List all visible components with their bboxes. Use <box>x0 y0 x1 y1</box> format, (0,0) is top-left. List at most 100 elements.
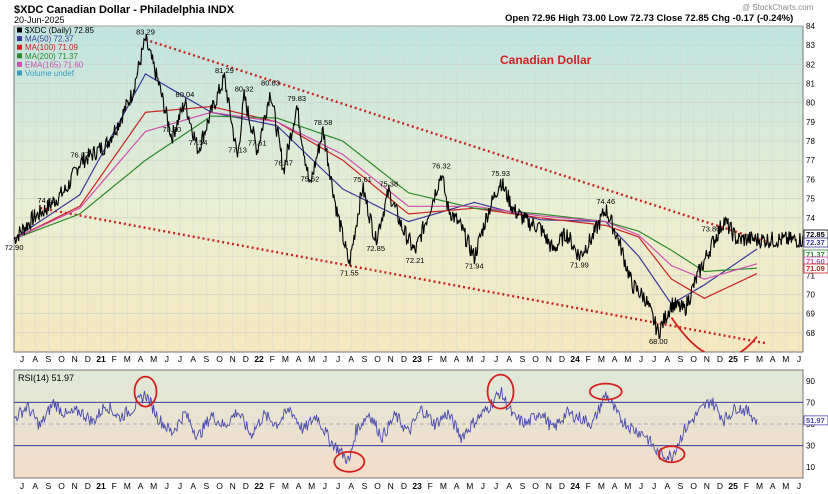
x-tick-label: M <box>282 481 289 491</box>
x-tick-label: S <box>678 354 684 364</box>
x-tick-label: O <box>532 354 539 364</box>
x-tick-label: M <box>440 354 447 364</box>
rsi-circle <box>657 445 686 464</box>
x-tick-label: D <box>559 481 565 491</box>
x-tick-label: M <box>756 354 763 364</box>
x-tick-label: M <box>308 354 315 364</box>
x-tick-label: A <box>454 354 460 364</box>
y-tick-label: 79 <box>806 118 815 127</box>
price-label: 73.86 <box>702 224 721 233</box>
x-tick-label: S <box>520 481 526 491</box>
price-line <box>14 34 803 340</box>
price-label: 68.00 <box>649 337 668 346</box>
price-label: 72.90 <box>5 243 24 252</box>
x-tick-label: D <box>401 354 407 364</box>
x-tick-label: F <box>586 354 591 364</box>
x-tick-label: A <box>664 481 670 491</box>
x-tick-label: M <box>466 481 473 491</box>
rsi-tick-label: 10 <box>806 463 815 472</box>
x-tick-label: M <box>598 354 605 364</box>
legend-label: EMA(165) 71.60 <box>25 60 84 69</box>
x-tick-label: F <box>270 354 275 364</box>
x-tick-label: D <box>85 354 91 364</box>
main-grid <box>14 25 803 352</box>
trendline <box>40 206 768 345</box>
y-tick-label: 76 <box>806 175 815 184</box>
x-tick-label: J <box>797 481 801 491</box>
x-tick-label: J <box>336 481 340 491</box>
y-tick-label: 83 <box>806 41 815 50</box>
price-label: 78.20 <box>162 125 181 134</box>
x-tick-label: 21 <box>96 354 106 364</box>
price-label: 80.32 <box>235 85 254 94</box>
x-tick-label: M <box>624 354 631 364</box>
x-tick-label: A <box>138 354 144 364</box>
bottom-arc <box>670 316 758 352</box>
price-label: 77.51 <box>248 138 267 147</box>
x-tick-label: A <box>506 481 512 491</box>
ma-line <box>14 115 758 273</box>
x-tick-label: M <box>624 481 631 491</box>
rsi-tick-label: 70 <box>806 398 815 407</box>
x-tick-label: N <box>388 354 394 364</box>
price-label: 71.99 <box>570 260 589 269</box>
price-label: 71.55 <box>340 269 359 278</box>
x-tick-label: M <box>308 481 315 491</box>
x-tick-label: A <box>612 481 618 491</box>
x-tick-label: N <box>704 354 710 364</box>
chart-date: 20-Jun-2025 <box>14 15 65 25</box>
badge-label: 71.09 <box>806 264 825 273</box>
x-tick-label: M <box>150 354 157 364</box>
x-tick-label: M <box>124 354 131 364</box>
x-tick-label: M <box>782 481 789 491</box>
price-label: 79.83 <box>287 94 306 103</box>
price-label: 76.47 <box>274 158 293 167</box>
x-tick-label: O <box>690 481 697 491</box>
price-label: 77.13 <box>228 146 247 155</box>
y-tick-label: 74 <box>806 214 815 223</box>
x-tick-label: 23 <box>412 354 422 364</box>
x-tick-label: A <box>348 481 354 491</box>
x-tick-label: F <box>270 481 275 491</box>
price-label: 75.62 <box>300 175 319 184</box>
legend-swatch <box>17 27 22 33</box>
x-tick-label: D <box>717 354 723 364</box>
x-tick-label: N <box>388 481 394 491</box>
trendline <box>145 38 768 243</box>
x-tick-label: J <box>652 354 656 364</box>
x-tick-label: 24 <box>570 481 580 491</box>
x-tick-label: N <box>546 354 552 364</box>
x-axis-main: J A S O N D 21 F M A M J J A S O N D 22 F M A M J J A S O N D 23 F M A M J J… <box>20 354 801 364</box>
x-tick-label: A <box>32 481 38 491</box>
x-tick-label: O <box>532 481 539 491</box>
y-tick-label: 77 <box>806 156 815 165</box>
x-tick-label: J <box>178 354 182 364</box>
x-tick-label: A <box>664 354 670 364</box>
x-tick-label: M <box>282 354 289 364</box>
x-tick-label: A <box>454 481 460 491</box>
legend-swatch <box>17 44 22 50</box>
rsi-badge: 51.97 <box>803 415 828 426</box>
x-tick-label: N <box>230 354 236 364</box>
x-tick-label: J <box>20 481 24 491</box>
x-tick-label: A <box>770 354 776 364</box>
badge-label: 72.37 <box>806 238 825 247</box>
x-tick-label: D <box>85 481 91 491</box>
x-tick-label: O <box>216 354 223 364</box>
y-tick-label: 75 <box>806 195 815 204</box>
price-label: 77.54 <box>189 138 208 147</box>
x-tick-label: J <box>165 354 169 364</box>
x-tick-label: J <box>165 481 169 491</box>
x-tick-label: A <box>348 354 354 364</box>
badge-label: 71.60 <box>806 257 825 266</box>
x-tick-label: M <box>756 481 763 491</box>
annotation-title: Canadian Dollar <box>500 53 592 67</box>
x-tick-label: N <box>72 354 78 364</box>
x-tick-label: S <box>204 354 210 364</box>
x-tick-label: J <box>797 354 801 364</box>
x-tick-label: A <box>32 354 38 364</box>
x-tick-label: F <box>744 354 749 364</box>
badge-label: 71.37 <box>806 250 825 259</box>
